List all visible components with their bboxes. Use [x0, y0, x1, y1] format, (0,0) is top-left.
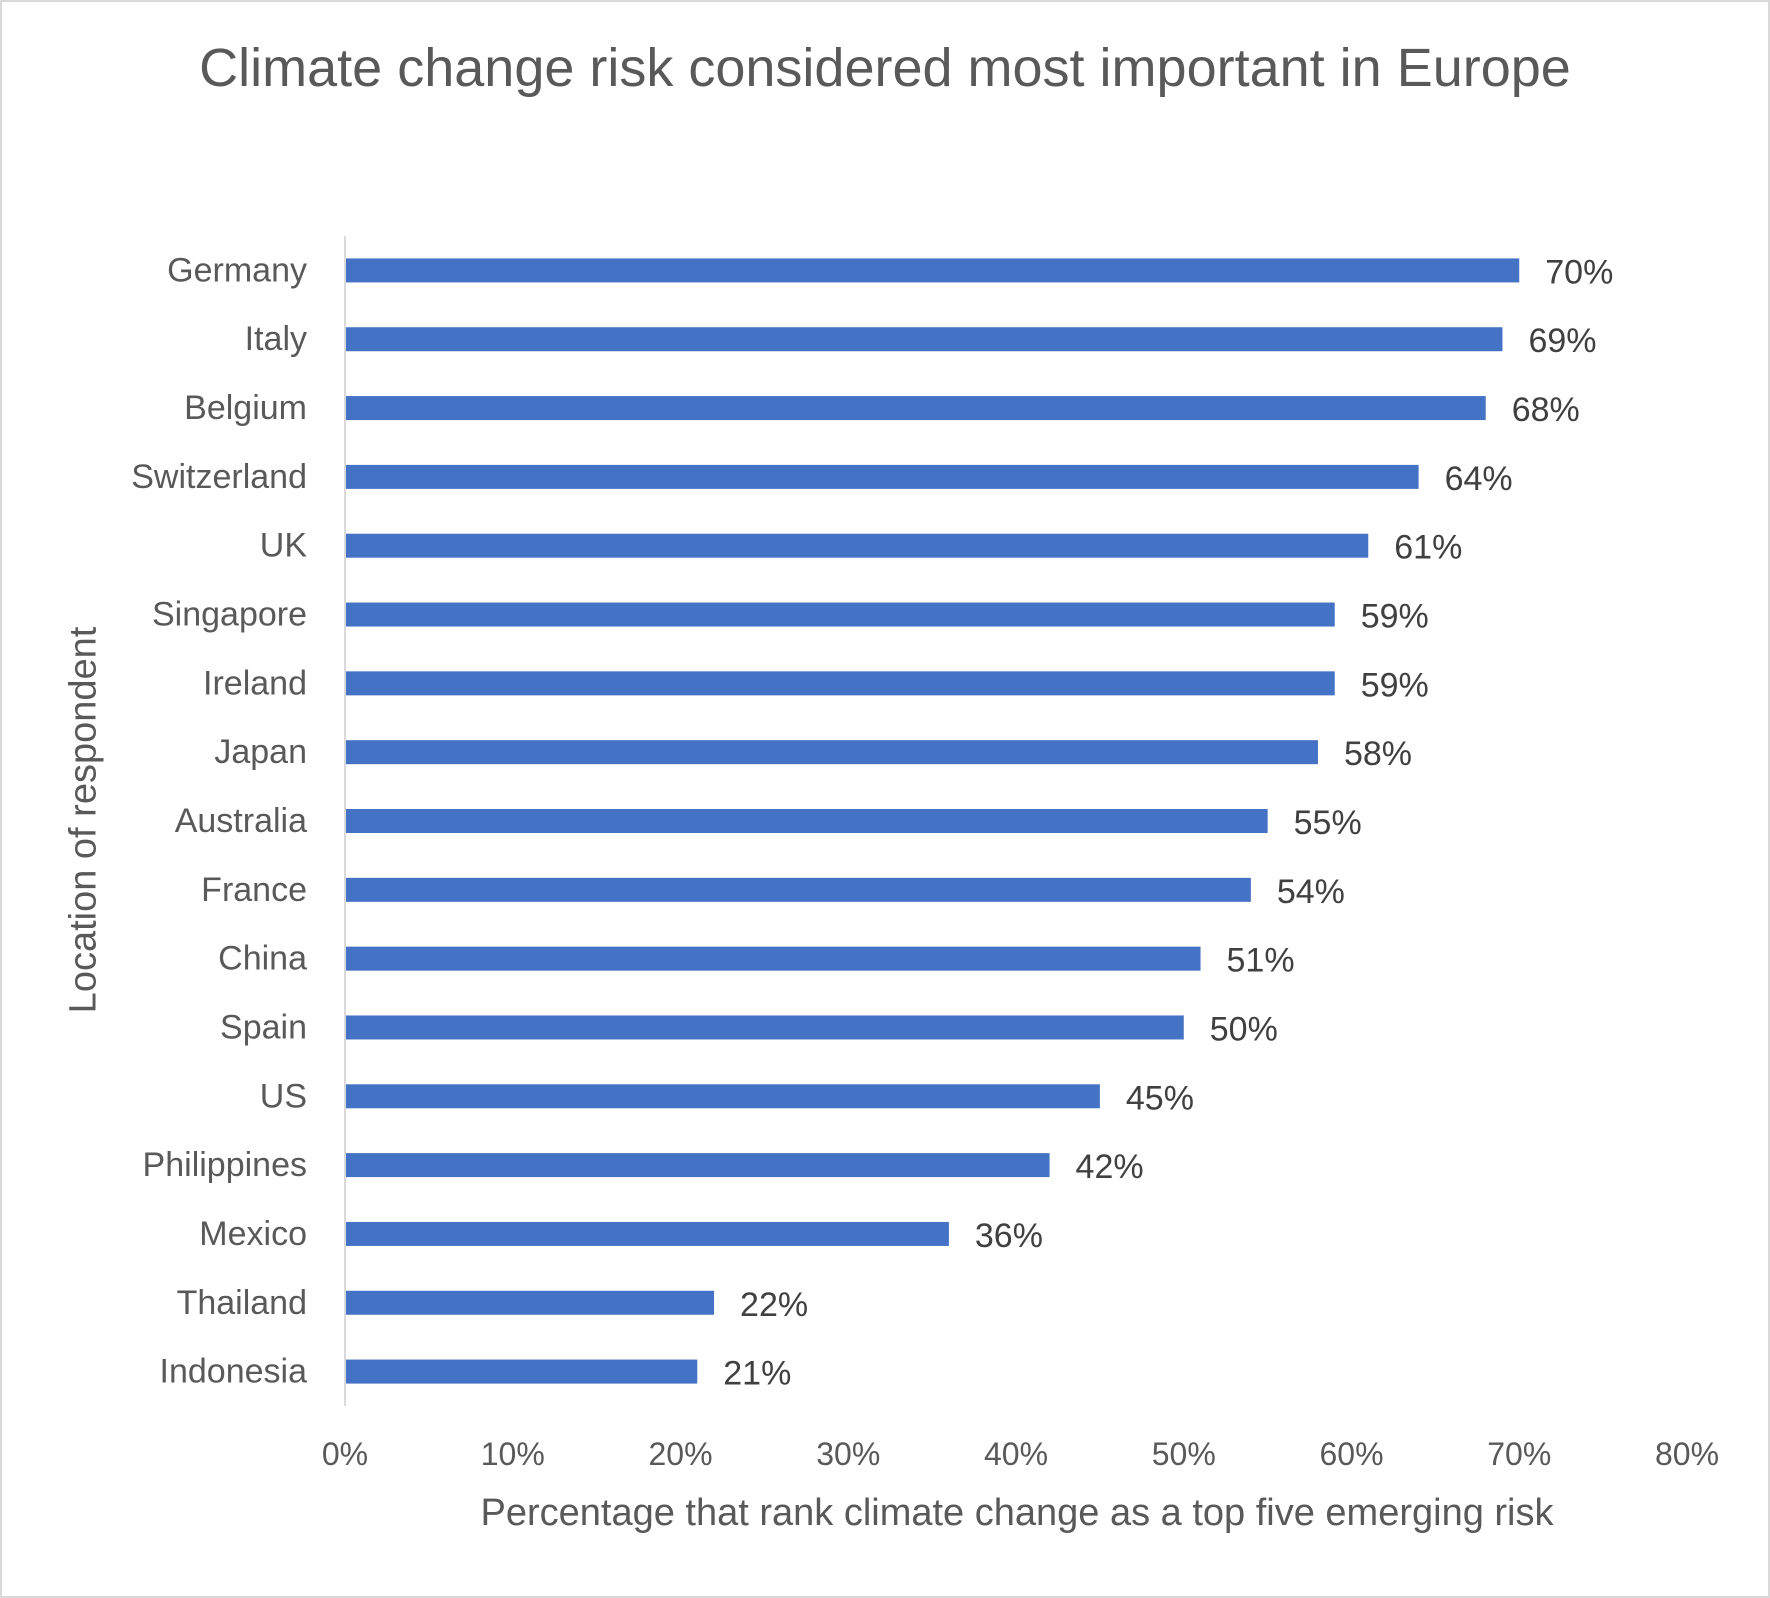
x-tick-label: 10% — [481, 1436, 545, 1472]
bar-france — [346, 877, 1251, 902]
bar-us — [346, 1084, 1100, 1109]
bar-indonesia — [346, 1359, 698, 1384]
category-label: Indonesia — [160, 1353, 308, 1391]
x-tick-label: 40% — [984, 1436, 1048, 1472]
category-label: Spain — [220, 1008, 307, 1046]
value-label: 68% — [1512, 391, 1580, 429]
category-label: Philippines — [143, 1146, 307, 1184]
x-tick-label: 70% — [1487, 1436, 1551, 1472]
x-tick-label: 30% — [816, 1436, 880, 1472]
category-label: Germany — [167, 251, 307, 289]
x-axis-label: Percentage that rank climate change as a… — [480, 1492, 1554, 1534]
chart-title: Climate change risk considered most impo… — [199, 38, 1571, 98]
value-label: 58% — [1344, 735, 1412, 773]
category-label: Ireland — [203, 664, 307, 702]
bar-japan — [346, 740, 1318, 765]
value-label: 59% — [1361, 666, 1429, 704]
value-label: 61% — [1394, 529, 1462, 567]
x-tick-labels-group: 0% 10% 20% 30% 40% 50% 60% 70% 80% — [322, 1436, 1719, 1472]
bar-thailand — [346, 1290, 715, 1315]
value-label: 36% — [975, 1217, 1043, 1255]
bar-china — [346, 946, 1201, 971]
value-label: 22% — [740, 1286, 808, 1324]
category-label: China — [218, 940, 307, 978]
bar-australia — [346, 809, 1268, 833]
value-label: 64% — [1445, 460, 1513, 498]
x-tick-label: 50% — [1152, 1436, 1216, 1472]
value-label: 21% — [723, 1355, 791, 1393]
value-label: 54% — [1277, 873, 1345, 911]
value-label: 55% — [1294, 804, 1362, 842]
value-label: 59% — [1361, 598, 1429, 636]
value-label: 50% — [1210, 1010, 1278, 1048]
category-label: Singapore — [152, 596, 307, 634]
category-label: Belgium — [184, 389, 307, 427]
bar-uk — [346, 533, 1369, 558]
bar-spain — [346, 1015, 1184, 1040]
category-label: Australia — [175, 802, 307, 840]
value-labels-group: 70% 69% 68% 64% 61% 59% 59% 58% 55% 54% 51% 50% 45% 4… — [723, 253, 1613, 1392]
category-label: UK — [260, 527, 308, 565]
category-label: Japan — [214, 733, 307, 771]
value-label: 51% — [1227, 942, 1295, 980]
bar-italy — [346, 327, 1503, 352]
category-label: Switzerland — [131, 458, 307, 496]
bar-mexico — [346, 1221, 949, 1246]
bar-philippines — [346, 1153, 1050, 1178]
x-tick-label: 80% — [1655, 1436, 1719, 1472]
bar-singapore — [346, 602, 1335, 627]
bars-group — [346, 258, 1520, 1384]
category-label: Italy — [245, 320, 307, 358]
x-tick-label: 60% — [1319, 1436, 1383, 1472]
value-label: 69% — [1528, 322, 1596, 360]
category-label: Thailand — [177, 1284, 307, 1322]
category-label: US — [260, 1077, 307, 1115]
bar-ireland — [346, 671, 1335, 696]
x-tick-label: 0% — [322, 1436, 368, 1472]
value-label: 42% — [1076, 1148, 1144, 1186]
category-label: France — [201, 871, 307, 909]
category-label: Mexico — [199, 1215, 307, 1253]
bar-germany — [346, 258, 1520, 283]
value-label: 45% — [1126, 1079, 1194, 1117]
bar-switzerland — [346, 464, 1419, 489]
x-tick-label: 20% — [648, 1436, 712, 1472]
category-labels-group: Germany Italy Belgium Switzerland UK Singapor… — [131, 251, 307, 1390]
bar-belgium — [346, 396, 1486, 421]
value-label: 70% — [1545, 253, 1613, 291]
